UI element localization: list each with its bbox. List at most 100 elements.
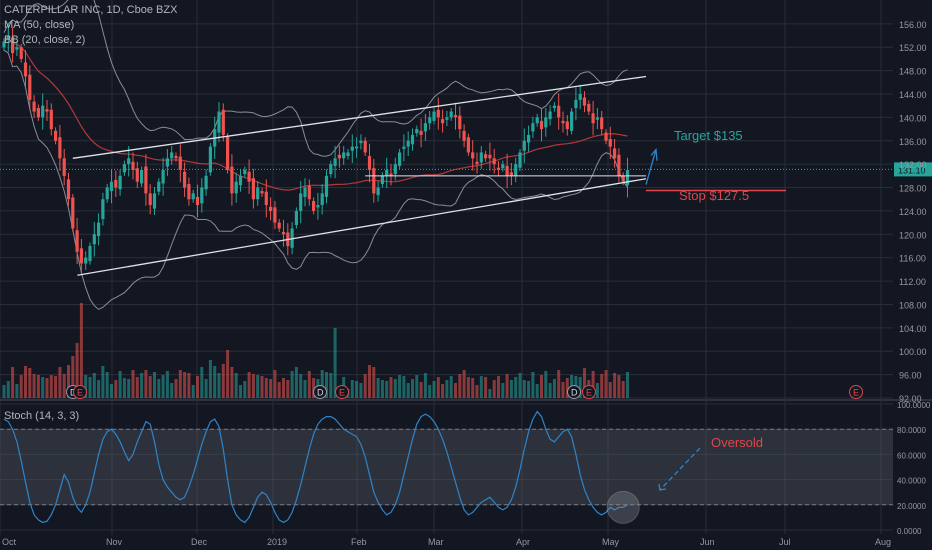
- volume-bar: [41, 377, 45, 398]
- volume-bar: [2, 385, 6, 398]
- volume-bar: [153, 372, 156, 398]
- price-tick-label: 100.00: [899, 347, 927, 357]
- volume-bar: [561, 382, 565, 398]
- volume-bar: [101, 366, 105, 398]
- bb-lower-line: [3, 49, 628, 310]
- volume-bar: [282, 378, 285, 398]
- candle-body: [247, 171, 251, 182]
- time-tick-label: Mar: [428, 537, 444, 547]
- volume-bar: [600, 374, 604, 398]
- candle-body: [251, 178, 255, 200]
- candle-body: [243, 170, 247, 175]
- candle-body: [23, 62, 28, 77]
- volume-bar: [583, 368, 586, 398]
- candle-body: [45, 109, 49, 112]
- volume-bar: [411, 379, 414, 398]
- volume-bar: [269, 379, 273, 398]
- price-tick-label: 128.00: [899, 184, 927, 194]
- volume-bar: [540, 375, 543, 398]
- stoch-legend: Stoch (14, 3, 3): [4, 410, 80, 422]
- oversold-arrow: [659, 447, 701, 491]
- candle-body: [535, 117, 539, 124]
- candle-body: [2, 41, 6, 48]
- ma-line: [3, 37, 628, 191]
- volume-bar: [191, 385, 195, 398]
- candle-body: [496, 167, 501, 170]
- volume-bar: [221, 364, 225, 398]
- last-price-value: 131.10: [898, 165, 926, 175]
- volume-bar: [131, 370, 135, 398]
- volume-bar: [71, 356, 75, 398]
- time-tick-label: Apr: [516, 537, 530, 547]
- volume-bar: [368, 365, 371, 398]
- candle-body: [260, 191, 264, 194]
- time-tick-label: Jun: [700, 537, 715, 547]
- volume-bar: [462, 370, 466, 398]
- volume-bar: [613, 373, 617, 398]
- volume-bar: [423, 373, 427, 398]
- volume-bar: [595, 383, 599, 398]
- volume-bar: [294, 367, 298, 398]
- candle-body: [617, 154, 621, 176]
- candle-body: [423, 123, 427, 132]
- volume-bar: [522, 380, 526, 398]
- candle-body: [604, 132, 608, 141]
- candle-body: [608, 139, 612, 147]
- candle-body: [11, 37, 15, 54]
- volume-bar: [518, 373, 522, 398]
- candle-body: [445, 117, 449, 120]
- candle-body: [600, 117, 604, 130]
- volume-bar: [484, 377, 488, 398]
- candle-body: [591, 113, 595, 124]
- volume-bar: [243, 381, 247, 398]
- candle-body: [471, 152, 475, 159]
- volume-bar: [363, 374, 367, 398]
- candle-body: [152, 193, 157, 209]
- candle-body: [458, 115, 462, 130]
- candle-body: [54, 130, 58, 141]
- volume-bar: [531, 372, 535, 398]
- volume-bar: [307, 371, 311, 398]
- volume-bar: [92, 373, 96, 398]
- candle-body: [148, 193, 152, 206]
- candle-body: [221, 109, 225, 135]
- volume-bar: [122, 378, 126, 398]
- event-marker-circle: [313, 385, 327, 399]
- candle-body: [118, 175, 122, 190]
- target-arrow: [645, 149, 657, 185]
- volume-bar: [626, 372, 629, 398]
- candle-body: [281, 231, 286, 235]
- candle-body: [574, 99, 578, 109]
- stoch-k-line: [3, 410, 628, 524]
- candle-body: [449, 111, 453, 118]
- volume-bar: [58, 367, 62, 398]
- volume-bar: [200, 367, 204, 398]
- candle-body: [165, 158, 169, 167]
- candle-body: [178, 156, 182, 170]
- volume-bar: [419, 382, 423, 398]
- volume-bar: [604, 370, 608, 398]
- volume-bar: [260, 376, 264, 398]
- candle-body: [359, 140, 363, 144]
- volume-bar: [264, 378, 268, 398]
- time-tick-label: May: [602, 537, 620, 547]
- candle-body: [346, 152, 350, 156]
- candle-body: [479, 152, 483, 163]
- time-tick-label: 2019: [267, 537, 287, 547]
- volume-bar: [45, 378, 49, 398]
- volume-bar: [591, 371, 595, 398]
- candle-body: [290, 228, 294, 248]
- candle-body: [462, 130, 466, 141]
- price-tick-label: 112.00: [899, 277, 926, 287]
- candle-body: [131, 161, 135, 170]
- candle-body: [88, 246, 92, 262]
- volume-bar: [492, 380, 496, 398]
- candle-body: [552, 105, 556, 109]
- candle-body: [355, 146, 359, 149]
- volume-bar: [608, 382, 612, 398]
- candle-body: [234, 181, 238, 194]
- volume-bar: [445, 380, 449, 398]
- candle-body: [514, 164, 518, 176]
- candle-body: [187, 184, 191, 200]
